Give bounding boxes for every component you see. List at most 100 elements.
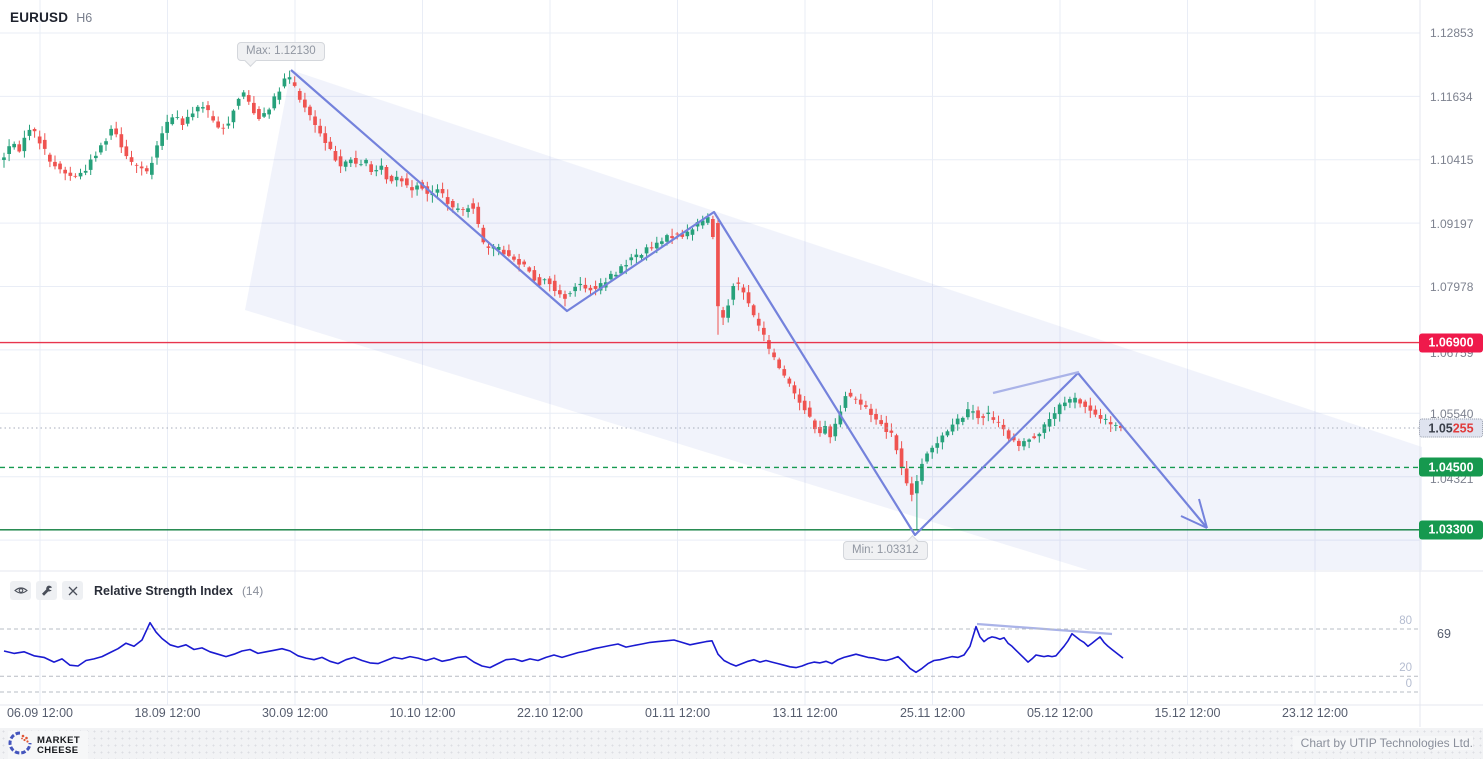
candle-body	[17, 144, 22, 152]
rsi-level-label: 20	[1399, 661, 1412, 674]
candle-body	[532, 270, 537, 281]
candle-body	[823, 426, 827, 434]
candle-body	[828, 426, 832, 438]
candle-body	[1022, 441, 1026, 447]
candle-body	[32, 129, 37, 132]
candle-body	[848, 392, 853, 397]
candle-body	[864, 405, 868, 407]
candle-body	[568, 293, 572, 295]
candle-body	[58, 163, 62, 170]
candle-body	[267, 109, 271, 115]
candle-body	[226, 123, 231, 126]
candle-body	[323, 133, 328, 143]
candle-body	[211, 116, 215, 121]
candle-body	[547, 278, 552, 285]
rsi-settings-button[interactable]	[36, 581, 57, 600]
rsi-remove-button[interactable]	[62, 581, 83, 600]
candle-body	[940, 435, 945, 443]
candle-body	[1052, 413, 1057, 419]
candle-body	[1037, 433, 1042, 437]
candle-body	[899, 448, 904, 468]
logo-line2: CHEESE	[37, 744, 79, 756]
candle-body	[925, 453, 929, 462]
candle-body	[22, 137, 27, 152]
candle-body	[27, 129, 32, 136]
candle-body	[904, 468, 909, 484]
candle-body	[195, 106, 200, 112]
rsi-current-value: 69	[1437, 627, 1451, 641]
descending-channel-drawing[interactable]	[245, 70, 1422, 570]
market-cheese-logo-icon	[8, 731, 32, 759]
candle-body	[94, 155, 98, 159]
candle-body	[797, 394, 802, 403]
candle-body	[563, 294, 567, 299]
rsi-visibility-button[interactable]	[10, 581, 31, 600]
time-axis-label: 25.11 12:00	[899, 706, 966, 720]
candle-body	[257, 109, 261, 119]
rsi-line	[3, 621, 1124, 674]
candle-body	[486, 246, 491, 248]
candle-body	[252, 102, 256, 114]
candle-body	[756, 318, 761, 326]
bottom-bar	[0, 728, 1483, 759]
candle-body	[175, 117, 180, 118]
candle-body	[813, 420, 817, 430]
candle-body	[920, 463, 924, 481]
candle-body	[950, 424, 955, 432]
candle-body	[670, 236, 674, 238]
candle-body	[348, 159, 353, 164]
candle-body	[1108, 422, 1113, 425]
candle-body	[1073, 397, 1077, 403]
time-axis-label: 06.09 12:00	[6, 706, 74, 720]
timeframe-label: H6	[76, 11, 93, 25]
candle-body	[292, 82, 297, 86]
candle-body	[1119, 425, 1123, 429]
candle-body	[1063, 402, 1067, 407]
candle-body	[369, 164, 373, 172]
candle-body	[792, 385, 797, 394]
time-axis-label: 10.10 12:00	[389, 706, 456, 720]
candle-body	[405, 178, 409, 186]
logo-line1: MARKET	[37, 734, 81, 746]
price-axis-label: 1.05540	[1430, 407, 1474, 421]
candle-body	[976, 410, 980, 419]
candle-body	[609, 273, 613, 280]
candle-body	[180, 118, 185, 125]
candle-body	[313, 116, 317, 125]
candle-body	[1017, 440, 1021, 446]
candle-body	[410, 187, 414, 191]
candle-body	[246, 95, 251, 102]
candle-body	[930, 447, 934, 453]
candle-body	[119, 134, 124, 148]
market-cheese-logo[interactable]: MARKET CHEESE	[8, 731, 89, 759]
candle-body	[690, 229, 695, 235]
candle-body	[318, 125, 322, 134]
candle-body	[512, 256, 516, 260]
time-axis-label: 15.12 12:00	[1154, 706, 1221, 720]
candle-body	[558, 290, 562, 295]
candle-body	[134, 164, 139, 166]
candle-body	[542, 279, 547, 281]
candle-body	[42, 139, 47, 149]
candle-body	[772, 352, 776, 358]
candle-body	[685, 231, 690, 237]
candle-body	[160, 133, 164, 146]
price-divergence-trendline[interactable]	[992, 370, 1080, 395]
eye-icon	[13, 585, 28, 596]
candle-body	[721, 310, 725, 318]
rsi-level-label: 80	[1399, 614, 1412, 627]
rsi-period-value: (14)	[241, 583, 264, 598]
candle-body	[384, 167, 389, 180]
candle-body	[379, 165, 384, 170]
rsi-title: Relative Strength Index	[94, 583, 233, 598]
price-axis-label: 1.10415	[1430, 153, 1474, 167]
candle-body	[185, 116, 190, 124]
candle-body	[63, 169, 67, 174]
candle-body	[593, 286, 598, 289]
candle-body	[619, 266, 623, 274]
zigzag-wave-drawing[interactable]	[290, 69, 1208, 537]
candle-body	[297, 91, 302, 100]
candle-body	[481, 227, 486, 243]
candle-body	[450, 201, 455, 208]
